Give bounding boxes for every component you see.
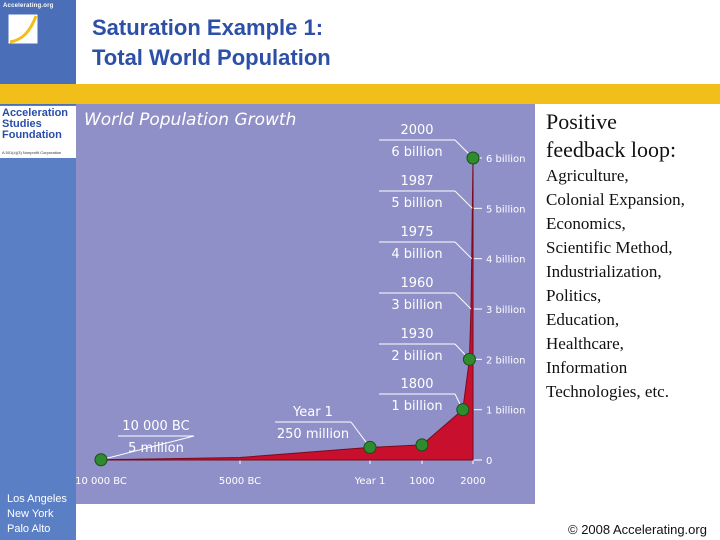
slide-title-line1: Saturation Example 1: <box>92 15 324 40</box>
loop-item: Information <box>546 358 628 377</box>
x-tick-label: 5000 BC <box>219 476 261 487</box>
data-marker <box>415 438 429 452</box>
loop-list: Agriculture, Colonial Expansion, Economi… <box>546 164 685 404</box>
org-name-line1: Acceleration <box>2 107 69 119</box>
annotation-year: 10 000 BC <box>122 419 189 434</box>
org-name-line3: Foundation <box>2 129 62 141</box>
annotation-year: 1975 <box>400 225 433 240</box>
annotation-value: 1 billion <box>391 399 442 414</box>
loop-item: Scientific Method, <box>546 238 673 257</box>
slide-title-line2: Total World Population <box>92 45 331 70</box>
annotation-leader <box>454 241 473 260</box>
annotation-year: 1987 <box>400 174 433 189</box>
annotation-value: 5 billion <box>391 196 442 211</box>
annotation-value: 250 million <box>277 427 349 442</box>
y-tick-label: 0 <box>486 456 492 467</box>
annotation-value: 4 billion <box>391 247 442 262</box>
annotation-year: 1930 <box>400 327 433 342</box>
slide-title: Saturation Example 1: Total World Popula… <box>92 13 331 73</box>
city-item: Los Angeles <box>7 493 67 505</box>
city-item: Palo Alto <box>7 523 51 535</box>
x-tick-label: 2000 <box>460 476 485 487</box>
loop-item: Healthcare, <box>546 334 624 353</box>
org-logo: Acceleration Studies Foundation A 501(c)… <box>0 106 76 158</box>
chart-panel: World Population Growth 0 1 billion 2 bill… <box>76 104 535 504</box>
copyright: © 2008 Accelerating.org <box>568 522 707 537</box>
loop-heading-line1: Positive <box>546 109 617 134</box>
loop-item: Colonial Expansion, <box>546 190 685 209</box>
logo-icon <box>8 14 38 44</box>
gold-bar <box>0 84 720 104</box>
loop-item: Agriculture, <box>546 166 629 185</box>
annotation-leader <box>454 292 472 310</box>
y-tick-label: 5 billion <box>486 204 525 215</box>
x-tick-label: 10 000 BC <box>76 476 127 487</box>
loop-item: Technologies, etc. <box>546 382 669 401</box>
annotation-year: 1800 <box>400 377 433 392</box>
annotation-year: 1960 <box>400 276 433 291</box>
data-marker <box>466 151 480 165</box>
data-marker <box>462 352 476 366</box>
annotation-value: 3 billion <box>391 298 442 313</box>
annotation-leader <box>100 435 195 461</box>
loop-heading-line2: feedback loop: <box>546 137 677 162</box>
data-marker <box>94 453 108 467</box>
loop-item: Economics, <box>546 214 626 233</box>
chart-title: World Population Growth <box>84 110 297 130</box>
loop-heading: Positive feedback loop: <box>546 108 676 164</box>
site-name: Accelerating.org <box>3 3 54 9</box>
y-tick-label: 1 billion <box>486 406 525 417</box>
annotation-year: Year 1 <box>292 405 333 420</box>
data-marker <box>363 440 377 454</box>
x-tick-label: Year 1 <box>354 476 386 487</box>
population-chart: 0 1 billion 2 billion 3 billion 4 billion 5 b… <box>76 123 525 487</box>
y-tick-label: 4 billion <box>486 255 525 266</box>
loop-item: Politics, <box>546 286 602 305</box>
annotation-leader <box>454 190 473 209</box>
org-copy: A 501(c)(3) Nonprofit Corporation <box>2 150 62 155</box>
y-tick-label: 2 billion <box>486 355 525 366</box>
cities-list: Los Angeles New York Palo Alto <box>7 492 67 537</box>
city-item: New York <box>7 508 54 520</box>
annotation-year: 2000 <box>400 123 433 138</box>
y-tick-label: 6 billion <box>486 154 525 165</box>
annotation-value: 2 billion <box>391 349 442 364</box>
annotation-value: 6 billion <box>391 145 442 160</box>
data-marker <box>456 403 470 417</box>
sidebar: Accelerating.org Acceleration Studies Fo… <box>0 0 76 540</box>
y-tick-label: 3 billion <box>486 305 525 316</box>
title-band <box>76 0 720 84</box>
org-name-line2: Studies <box>2 118 42 130</box>
loop-item: Industrialization, <box>546 262 662 281</box>
loop-item: Education, <box>546 310 620 329</box>
annotation-value: 5 million <box>128 441 184 456</box>
x-tick-label: 1000 <box>409 476 434 487</box>
